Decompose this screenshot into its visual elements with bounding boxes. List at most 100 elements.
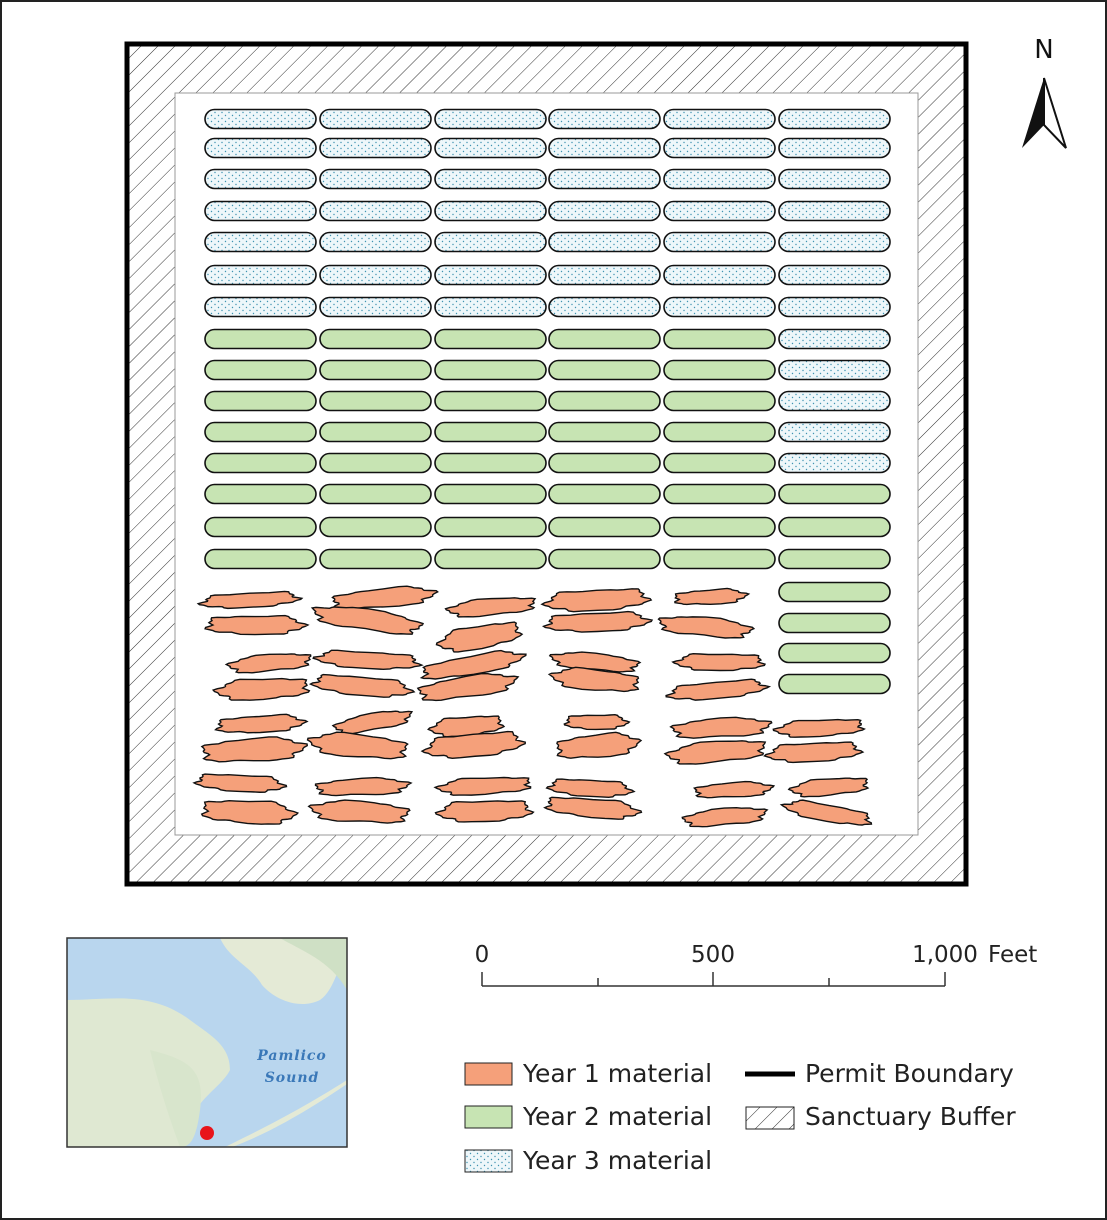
year2-plot [320,392,431,411]
year2-plot [435,361,546,380]
year2-plot [205,518,316,537]
site-marker [200,1126,214,1140]
year2-plot [320,518,431,537]
year3-plot [779,139,890,158]
year3-plot [664,139,775,158]
year2-plot [320,423,431,442]
year2-plot [664,361,775,380]
year2-plot [435,550,546,569]
year3-plot [779,266,890,285]
year2-plot [779,675,890,694]
scale-label: 1,000 [912,942,978,968]
arrow-right [1044,78,1066,148]
legend-label: Year 3 material [522,1146,712,1175]
year3-plot [205,202,316,221]
year2-plot [549,550,660,569]
year2-plot [779,644,890,663]
year3-plot [779,170,890,189]
year3-plot [549,233,660,252]
year2-plot [205,485,316,504]
year3-plot [779,330,890,349]
year2-plot [205,392,316,411]
year3-plot [664,110,775,129]
year3-plot [435,266,546,285]
year2-plot [435,485,546,504]
year2-plot [320,330,431,349]
year2-plot [549,361,660,380]
year3-plot [320,233,431,252]
legend-label: Year 2 material [522,1102,712,1131]
year2-plot [205,550,316,569]
year3-plot [779,454,890,473]
inset-lake [143,978,157,992]
legend-label: Permit Boundary [805,1059,1014,1088]
year2-plot [664,392,775,411]
year3-plot [664,170,775,189]
legend-swatch [465,1150,512,1172]
year3-plot [779,202,890,221]
year2-plot [664,454,775,473]
arrow-left [1022,78,1044,148]
legend-label: Sanctuary Buffer [805,1102,1016,1131]
year2-plot [205,423,316,442]
inset-label: Pamlico [256,1048,327,1064]
year2-plot [320,485,431,504]
year2-plot [435,330,546,349]
scale-bar: 0 500 1,000 Feet [475,942,1038,986]
year3-plot [779,298,890,317]
scale-unit: Feet [988,942,1037,968]
year2-plot [664,330,775,349]
year3-plot [435,202,546,221]
year2-plot [549,454,660,473]
year2-plot [664,518,775,537]
year2-plot [779,518,890,537]
legend-swatch [746,1107,794,1129]
year3-plot [205,233,316,252]
year3-plot [779,423,890,442]
inset-label: Sound [265,1070,320,1086]
year2-plot [664,550,775,569]
year3-plot [320,139,431,158]
year3-plot [549,170,660,189]
year2-plot [435,392,546,411]
year2-plot [779,614,890,633]
year2-plot [549,423,660,442]
year2-plot [549,392,660,411]
year3-plot [205,110,316,129]
year3-plot [435,298,546,317]
year2-plot [779,550,890,569]
year2-plot [664,485,775,504]
year3-plot [435,170,546,189]
year2-plot [205,454,316,473]
year2-plot [320,550,431,569]
year3-plot [549,110,660,129]
year3-plot [549,266,660,285]
legend-swatch [465,1106,512,1128]
year3-plot [779,233,890,252]
year3-plot [779,361,890,380]
year2-plot [549,518,660,537]
year3-plot [549,139,660,158]
year3-plot [664,233,775,252]
year3-plot [664,266,775,285]
year3-plot [205,139,316,158]
year3-plot [779,392,890,411]
year3-plot [205,170,316,189]
year3-plot [549,298,660,317]
year2-plot [664,423,775,442]
year2-plot [435,423,546,442]
inset-lake [191,991,209,1009]
legend: Year 1 material Year 2 material Year 3 m… [465,1059,1016,1175]
year3-plot [320,170,431,189]
year3-plot [320,298,431,317]
year2-plot [779,485,890,504]
scale-label: 500 [691,942,735,968]
scale-label: 0 [475,942,490,968]
year2-plot [320,361,431,380]
legend-swatch [465,1063,512,1085]
inset-map: Pamlico Sound [67,938,347,1147]
year3-plot [320,202,431,221]
year3-plot [664,298,775,317]
year3-plot [549,202,660,221]
year3-plot [435,233,546,252]
